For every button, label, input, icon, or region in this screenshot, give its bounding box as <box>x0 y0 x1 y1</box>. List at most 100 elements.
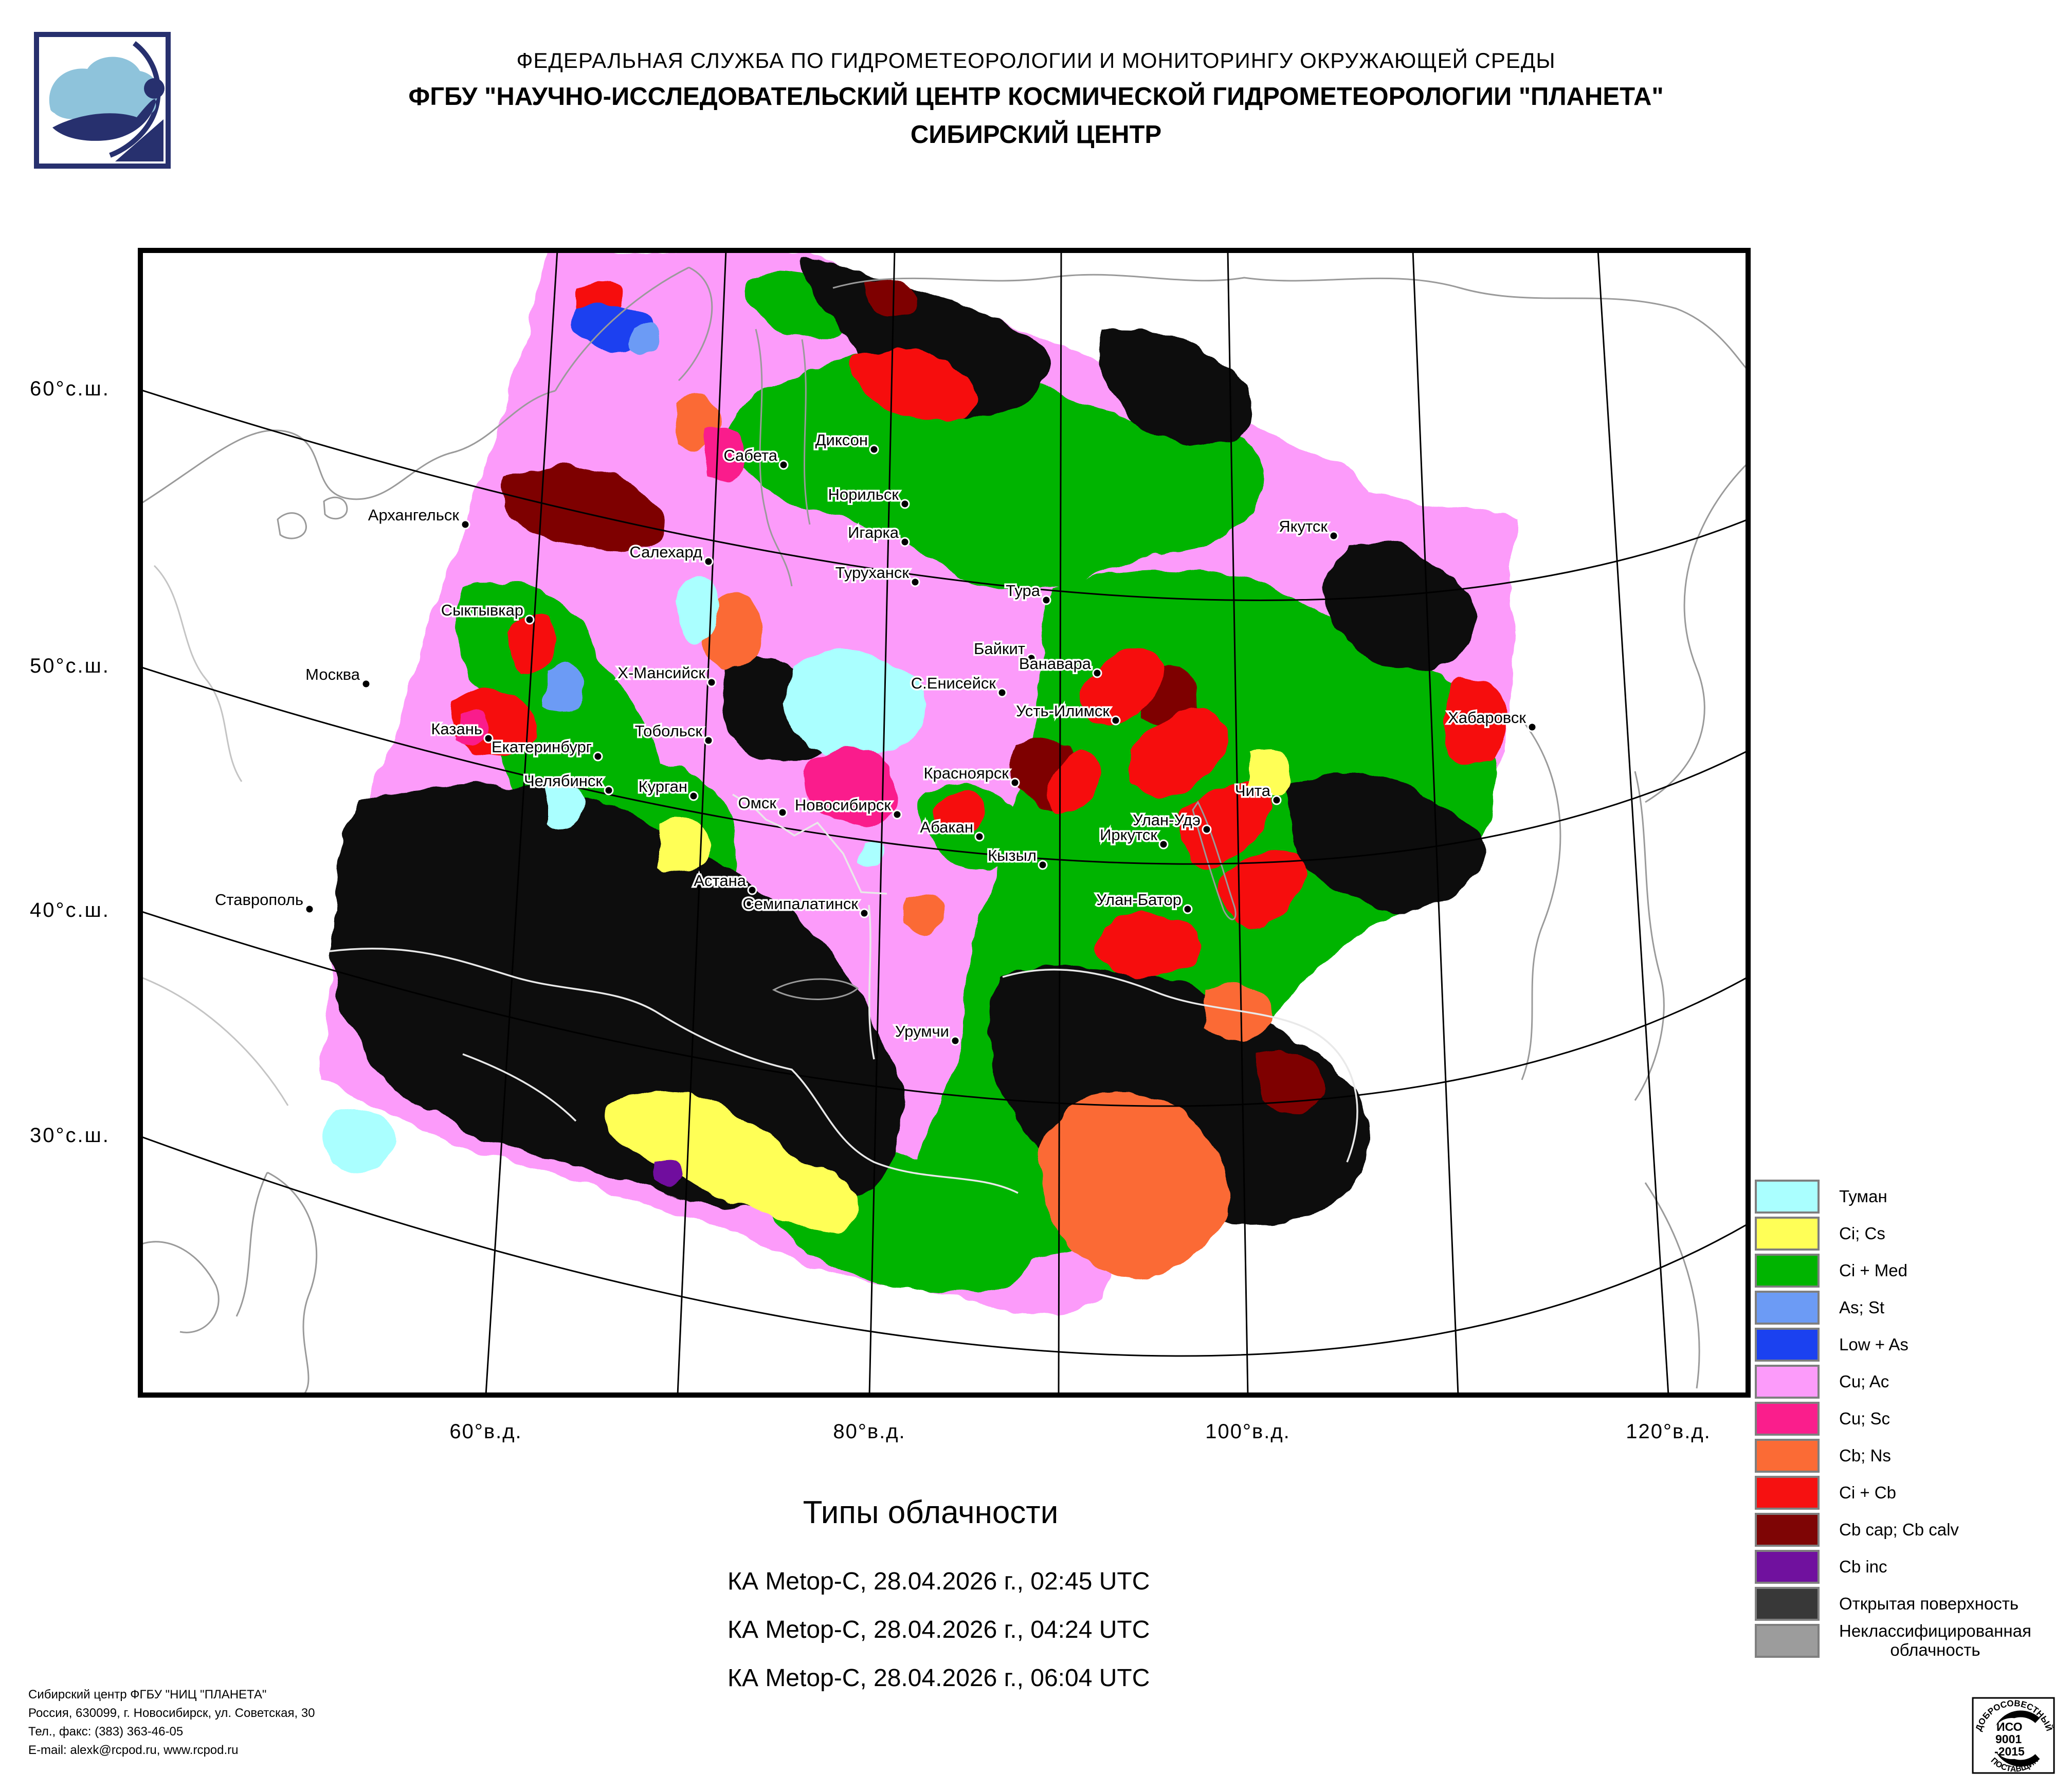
legend-swatch-1 <box>1755 1217 1820 1251</box>
city-label-Хабаровск: Хабаровск <box>1448 709 1526 727</box>
city-label-Якутск: Якутск <box>1279 517 1328 535</box>
legend-label-12: Неклассифицированная облачность <box>1839 1621 2031 1659</box>
city-label-Красноярск: Красноярск <box>924 764 1009 782</box>
city-dot-Архангельск <box>460 519 470 530</box>
legend: Туман Ci; Cs Ci + Med As; St Low + As Cu; Ac C… <box>1755 1180 2068 1661</box>
legend-swatch-9 <box>1755 1513 1820 1547</box>
city-dot-Иркутск <box>1158 839 1169 849</box>
city-label-Х-Мансийск: Х-Мансийск <box>617 664 705 682</box>
legend-swatch-8 <box>1755 1476 1820 1510</box>
city-label-Норильск: Норильск <box>828 485 899 503</box>
legend-row-10: Cb inc <box>1755 1550 2068 1584</box>
city-label-Архангельск: Архангельск <box>368 506 460 524</box>
legend-label-8: Ci + Cb <box>1839 1482 1896 1502</box>
city-label-Екатеринбург: Екатеринбург <box>492 738 592 756</box>
header-organization: ФГБУ "НАУЧНО-ИССЛЕДОВАТЕЛЬСКИЙ ЦЕНТР КОС… <box>408 83 1664 111</box>
city-label-Иркутск: Иркутск <box>1100 826 1157 844</box>
legend-row-8: Ci + Cb <box>1755 1476 2068 1510</box>
footer-line-0: Сибирский центр ФГБУ "НИЦ "ПЛАНЕТА" <box>28 1688 267 1702</box>
city-label-Ванавара: Ванавара <box>1019 655 1092 673</box>
legend-swatch-11 <box>1755 1587 1820 1621</box>
footer-line-2: Тел., факс: (383) 363-46-05 <box>28 1725 184 1739</box>
legend-row-4: Low + As <box>1755 1328 2068 1362</box>
logo-satellite-dot <box>144 78 165 99</box>
legend-swatch-5 <box>1755 1365 1820 1399</box>
city-dot-С.Енисейск <box>997 688 1007 698</box>
city-dot-Байкит <box>1026 653 1037 663</box>
lat-label-1: 50°с.ш. <box>30 655 110 677</box>
city-dot-Ставрополь <box>304 904 315 914</box>
map-border <box>138 248 1751 1398</box>
city-dot-Х-Мансийск <box>706 677 717 688</box>
iso-line2: 9001 <box>1995 1732 2022 1746</box>
city-label-Диксон: Диксон <box>815 431 868 449</box>
city-label-Чита: Чита <box>1235 782 1271 800</box>
city-dot-Урумчи <box>950 1036 960 1046</box>
iso-9001-badge: ДОБРОСОВЕСТНЫЙ ПОСТАВЩИК ИСО 9001 -2015 <box>1972 1697 2055 1774</box>
city-dot-Салехард <box>703 556 714 567</box>
city-label-Семипалатинск: Семипалатинск <box>742 895 858 913</box>
city-label-С.Енисейск: С.Енисейск <box>911 674 996 692</box>
legend-row-0: Туман <box>1755 1180 2068 1214</box>
city-dot-Красноярск <box>1010 777 1020 788</box>
logo-orbit-arc <box>109 41 161 158</box>
lat-label-2: 40°с.ш. <box>30 899 110 921</box>
footer-line-1: Россия, 630099, г. Новосибирск, ул. Сове… <box>28 1706 315 1720</box>
city-dot-Абакан <box>974 831 985 842</box>
city-label-Абакан: Абакан <box>920 818 973 836</box>
legend-label-6: Cu; Sc <box>1839 1408 1891 1428</box>
city-label-Сабета: Сабета <box>723 446 777 464</box>
legend-swatch-4 <box>1755 1328 1820 1362</box>
city-label-Улан-Батор: Улан-Батор <box>1096 891 1182 909</box>
legend-swatch-0 <box>1755 1180 1820 1214</box>
city-label-Улан-Удэ: Улан-Удэ <box>1133 811 1201 829</box>
city-dot-Норильск <box>900 499 910 509</box>
coastlines <box>140 266 1748 1395</box>
legend-label-9: Cb cap; Cb calv <box>1839 1519 1959 1539</box>
city-label-Салехард: Салехард <box>629 543 702 561</box>
city-label-Урумчи: Урумчи <box>895 1022 949 1040</box>
city-label-Ставрополь: Ставрополь <box>215 891 303 909</box>
map-title: Типы облачности <box>803 1495 1059 1530</box>
city-label-Тобольск: Тобольск <box>635 722 703 740</box>
city-label-Омск: Омск <box>738 794 777 812</box>
legend-swatch-6 <box>1755 1402 1820 1436</box>
lon-label-2: 100°в.д. <box>1205 1420 1291 1443</box>
city-label-Челябинск: Челябинск <box>524 772 603 790</box>
graticule <box>140 250 1748 1395</box>
planeta-logo <box>34 32 171 169</box>
city-dot-Астана <box>747 885 757 895</box>
legend-label-0: Туман <box>1839 1186 1887 1206</box>
header-agency: ФЕДЕРАЛЬНАЯ СЛУЖБА ПО ГИДРОМЕТЕОРОЛОГИИ … <box>516 48 1556 73</box>
city-dot-Якутск <box>1329 531 1339 541</box>
city-dot-Казань <box>483 733 494 744</box>
city-label-Москва: Москва <box>305 665 360 683</box>
lon-label-0: 60°в.д. <box>449 1420 522 1443</box>
legend-swatch-7 <box>1755 1439 1820 1473</box>
legend-row-1: Ci; Cs <box>1755 1217 2068 1251</box>
legend-row-9: Cb cap; Cb calv <box>1755 1513 2068 1547</box>
logo-cloud <box>49 57 159 121</box>
city-label-Новосибирск: Новосибирск <box>795 796 892 814</box>
city-dot-Улан-Удэ <box>1202 824 1212 835</box>
legend-row-7: Cb; Ns <box>1755 1439 2068 1473</box>
legend-swatch-3 <box>1755 1291 1820 1325</box>
city-label-Казань: Казань <box>431 720 482 738</box>
legend-label-5: Cu; Ac <box>1839 1371 1889 1391</box>
legend-row-11: Открытая поверхность <box>1755 1587 2068 1621</box>
footer-contacts: Сибирский центр ФГБУ "НИЦ "ПЛАНЕТА" Росси… <box>28 1686 315 1760</box>
logo-triangle <box>115 119 163 161</box>
legend-label-2: Ci + Med <box>1839 1260 1907 1280</box>
city-dot-Тобольск <box>703 735 714 746</box>
legend-row-3: As; St <box>1755 1291 2068 1325</box>
legend-label-10: Cb inc <box>1839 1557 1887 1576</box>
legend-swatch-10 <box>1755 1550 1820 1584</box>
legend-swatch-12 <box>1755 1624 1820 1658</box>
city-dot-Хабаровск <box>1527 722 1537 732</box>
city-dot-Игарка <box>900 537 910 547</box>
city-dot-Чита <box>1271 795 1282 805</box>
legend-row-2: Ci + Med <box>1755 1254 2068 1288</box>
city-dot-Туруханск <box>910 577 920 587</box>
city-dot-Улан-Батор <box>1183 904 1193 914</box>
